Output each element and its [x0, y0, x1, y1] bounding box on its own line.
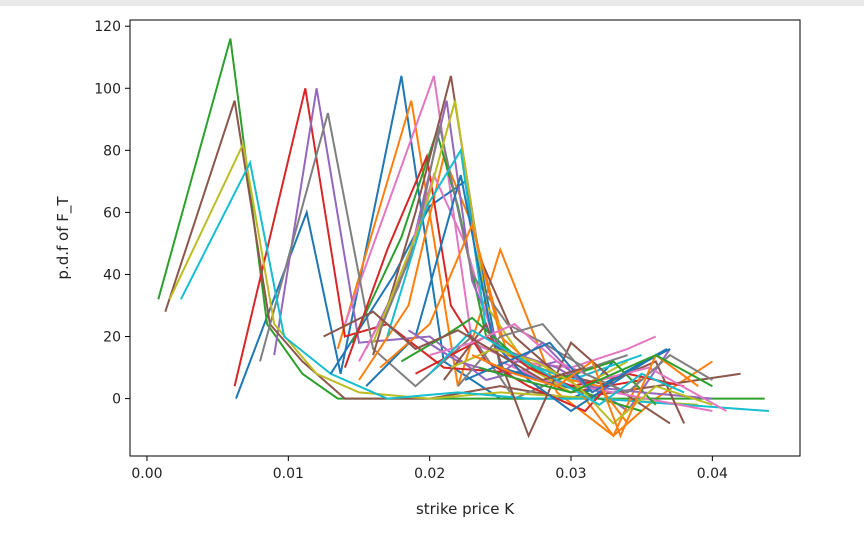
y-tick-label: 80	[103, 143, 121, 159]
series-line-2	[336, 100, 713, 438]
y-axis: 0 20 40 60 80 100 120	[94, 19, 130, 408]
series-line-10	[180, 159, 769, 412]
series-line-9	[168, 140, 699, 406]
x-tick-label: 0.01	[273, 466, 304, 482]
x-tick-label: 0.04	[697, 466, 728, 482]
series-line-7	[343, 75, 657, 369]
series-line-34	[323, 310, 586, 382]
y-tick-label: 60	[103, 205, 121, 221]
x-tick-label: 0.02	[414, 466, 445, 482]
x-tick-label: 0.00	[131, 466, 162, 482]
series-line-31	[464, 341, 671, 394]
series-line-27	[429, 322, 727, 412]
window-top-strip	[0, 0, 864, 6]
series-line-28	[457, 322, 713, 394]
x-tick-label: 0.03	[555, 466, 586, 482]
series-line-26	[443, 322, 686, 439]
x-axis: 0.00 0.01 0.02 0.03 0.04	[131, 456, 728, 482]
series-line-30	[428, 329, 685, 406]
y-tick-label: 20	[103, 330, 121, 346]
series-line-12	[358, 153, 643, 438]
series-layer	[157, 38, 769, 439]
y-tick-label: 40	[103, 267, 121, 283]
y-tick-label: 100	[94, 81, 121, 97]
y-tick-label: 0	[112, 392, 121, 408]
plot-frame	[129, 19, 801, 457]
y-tick-label: 120	[94, 19, 121, 35]
y-axis-label: p.d.f of F_T	[54, 196, 73, 280]
series-line-33	[478, 353, 713, 394]
series-line-29	[450, 347, 713, 425]
series-line-16	[372, 75, 671, 425]
x-axis-label: strike price K	[416, 500, 515, 518]
